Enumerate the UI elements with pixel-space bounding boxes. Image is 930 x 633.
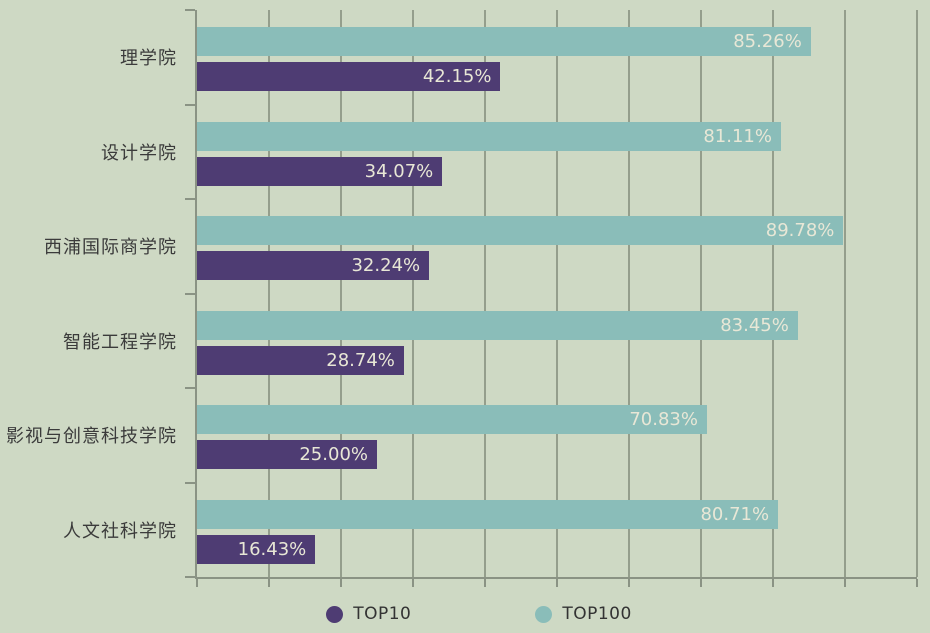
category-label-0: 理学院: [120, 48, 177, 70]
bar-group-4: 70.83% 25.00%: [197, 388, 917, 483]
category-label-2: 西浦国际商学院: [44, 237, 177, 259]
bar-group-1: 81.11% 34.07%: [197, 105, 917, 200]
value-label-top10-3: 28.74%: [326, 349, 395, 371]
value-label-top10-5: 16.43%: [237, 538, 307, 560]
value-label-top100-4: 70.83%: [629, 409, 698, 430]
bar-group-2: 89.78% 32.24%: [197, 199, 917, 294]
gridline-50: [556, 10, 558, 577]
y-axis-tick-5: [185, 481, 195, 484]
x-axis-tick-80: [772, 579, 774, 587]
category-label-4: 影视与创意科技学院: [6, 426, 177, 448]
legend-item-top10: TOP10: [326, 604, 411, 624]
legend-label-top100: TOP100: [562, 604, 632, 624]
x-axis-tick-90: [844, 579, 846, 587]
x-axis-tick-60: [628, 579, 630, 587]
bar-top10-2: 32.24%: [197, 251, 430, 280]
legend: TOP10 TOP100: [14, 595, 930, 633]
bar-top100-5: 80.71%: [197, 499, 779, 529]
bar-top100-2: 89.78%: [197, 216, 844, 245]
x-axis-tick-40: [484, 579, 486, 587]
x-axis-tick-30: [412, 579, 414, 587]
category-label-5: 人文社科学院: [63, 520, 177, 542]
value-label-top10-0: 42.15%: [422, 66, 492, 87]
value-label-top100-2: 89.78%: [765, 220, 835, 241]
x-axis-tick-100: [916, 579, 918, 587]
legend-dot-icon: [326, 605, 344, 623]
category-label-3: 智能工程学院: [63, 331, 177, 353]
legend-label-top10: TOP10: [353, 604, 412, 624]
bar-top100-1: 81.11%: [197, 121, 781, 151]
gridline-10: [268, 10, 270, 577]
gridline-60: [628, 10, 630, 577]
bar-top10-5: 16.43%: [197, 534, 316, 564]
bar-group-3: 83.45% 28.74%: [197, 294, 917, 389]
value-label-top10-2: 32.24%: [351, 255, 421, 276]
y-axis-tick-1: [185, 103, 195, 106]
category-label-1: 设计学院: [101, 142, 177, 164]
gridline-100: [916, 10, 918, 577]
y-axis-tick-3: [185, 292, 195, 295]
y-axis-tick-6: [185, 576, 195, 578]
value-label-top10-4: 25.00%: [299, 444, 368, 465]
plot-area: 85.26% 42.15% 81.11% 34.07% 89.78% 32.24% 83.4…: [185, 9, 918, 587]
bar-group-5: 80.71% 16.43%: [197, 483, 917, 578]
x-axis-tick-0: [196, 579, 198, 587]
bar-top10-0: 42.15%: [197, 62, 501, 91]
x-axis-tick-50: [556, 579, 558, 587]
x-axis-tick-10: [268, 579, 270, 587]
gridline-90: [844, 10, 846, 577]
value-label-top100-3: 83.45%: [720, 314, 789, 336]
value-label-top10-1: 34.07%: [364, 160, 434, 182]
bar-top10-3: 28.74%: [197, 345, 404, 375]
bar-group-0: 85.26% 42.15%: [197, 10, 917, 105]
gridline-30: [412, 10, 414, 577]
x-axis-tick-20: [340, 579, 342, 587]
value-label-top100-5: 80.71%: [700, 503, 770, 525]
bar-top10-1: 34.07%: [197, 156, 443, 186]
gridline-40: [484, 10, 486, 577]
legend-dot-icon: [535, 605, 553, 623]
gridline-70: [700, 10, 702, 577]
value-label-top100-1: 81.11%: [703, 125, 772, 147]
bar-top100-4: 70.83%: [197, 405, 707, 434]
x-axis-tick-70: [700, 579, 702, 587]
y-axis-tick-2: [185, 198, 195, 200]
bar-top100-0: 85.26%: [197, 27, 811, 56]
bar-top100-3: 83.45%: [197, 310, 798, 340]
category-axis-labels: 理学院设计学院西浦国际商学院智能工程学院影视与创意科技学院人文社科学院: [0, 10, 177, 577]
gridline-80: [772, 10, 774, 577]
y-axis-tick-0: [185, 9, 195, 11]
value-label-top100-0: 85.26%: [733, 31, 802, 52]
bar-top10-4: 25.00%: [197, 440, 377, 469]
gridline-20: [340, 10, 342, 577]
y-axis-tick-4: [185, 387, 195, 389]
legend-item-top100: TOP100: [535, 604, 631, 624]
